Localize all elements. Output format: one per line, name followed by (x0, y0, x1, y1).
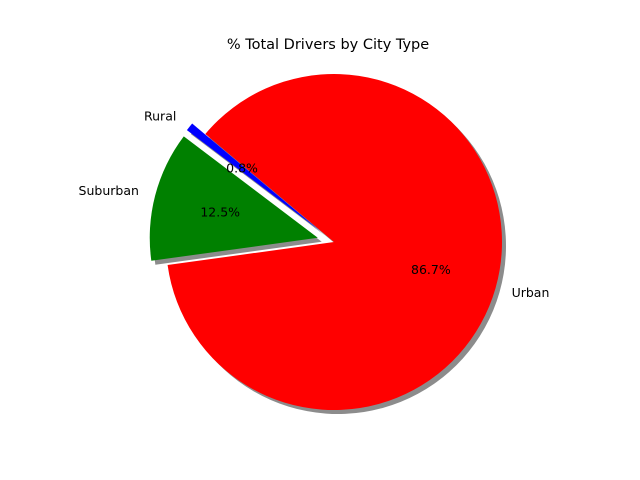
slice-urban (167, 73, 502, 410)
slice-label-rural: Rural (144, 108, 176, 123)
slice-percent-urban: 86.7% (411, 262, 451, 277)
slices (149, 73, 502, 410)
chart-title: % Total Drivers by City Type (227, 37, 429, 53)
slice-labels: Rural 0.8% Suburban 12.5% Urban 86.7% (79, 108, 550, 300)
slice-rural (186, 123, 321, 232)
slice-suburban (149, 136, 318, 261)
slice-label-urban: Urban (512, 285, 550, 300)
slice-percent-rural: 0.8% (226, 161, 258, 176)
slice-label-suburban: Suburban (79, 183, 139, 198)
slice-percent-suburban: 12.5% (200, 204, 240, 219)
